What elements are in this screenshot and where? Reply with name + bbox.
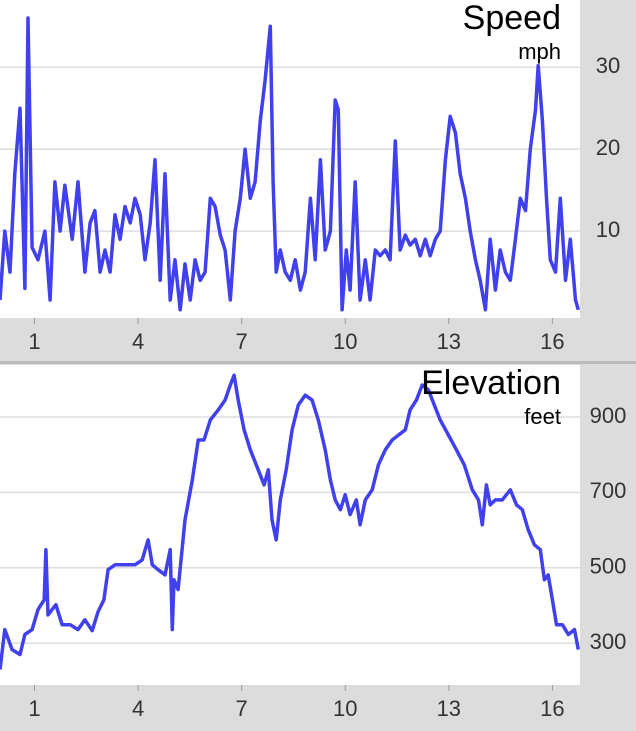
- y-tick-label: 300: [590, 629, 627, 654]
- x-tick-label: 4: [132, 696, 144, 721]
- x-tick-label: 4: [132, 329, 144, 354]
- y-tick-label: 20: [596, 135, 620, 160]
- plot-area: [0, 365, 580, 685]
- data-line: [0, 16, 580, 312]
- x-tick-label: 1: [28, 329, 40, 354]
- x-tick-label: 16: [540, 329, 564, 354]
- chart-unit: mph: [518, 39, 561, 64]
- plot-area: [0, 0, 580, 318]
- y-tick-label: 30: [596, 53, 620, 78]
- y-tick-label: 500: [590, 554, 627, 579]
- x-tick-label: 1: [28, 696, 40, 721]
- x-tick-label: 10: [333, 696, 357, 721]
- y-tick-label: 900: [590, 403, 627, 428]
- chart-title: Elevation: [421, 364, 561, 402]
- x-tick-label: 13: [437, 696, 461, 721]
- chart-title: Speed: [463, 0, 561, 37]
- y-tick-label: 10: [596, 217, 620, 242]
- y-tick-label: 700: [590, 478, 627, 503]
- x-tick-label: 16: [540, 696, 564, 721]
- x-tick-label: 7: [236, 696, 248, 721]
- x-tick-label: 10: [333, 329, 357, 354]
- chart-unit: feet: [524, 404, 561, 429]
- x-tick-label: 7: [236, 329, 248, 354]
- divider: [0, 361, 636, 364]
- x-tick-label: 13: [437, 329, 461, 354]
- data-line: [0, 373, 581, 670]
